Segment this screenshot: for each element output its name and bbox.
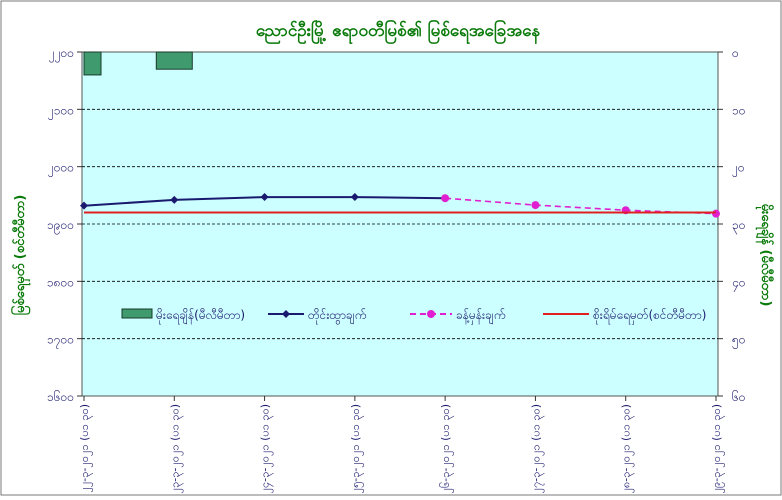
- rainfall-bars: [83, 51, 193, 76]
- data-point: [441, 194, 450, 203]
- x-tick-label: ၂၉-၃-၂၀၂၁ (ပ၁ ၃၀): [710, 404, 725, 493]
- x-tick-label: ၂၅-၃-၂၀၂၁ (ပ၁ ၃၀): [349, 404, 364, 493]
- data-point: [260, 193, 269, 202]
- data-point: [170, 195, 179, 204]
- x-tick-label: ၂၆-၃-၂၀၂၁ (ပ၁ ၃၀): [439, 404, 454, 493]
- left-axis-ticks: ၁၆၀၀ ၁၇၀၀ ၁၈၀၀ ၁၉၀၀ ၂၀၀၀ ၂၁၀၀ ၂၂၀၀: [47, 46, 82, 404]
- right-tick-label: ၀: [732, 46, 739, 60]
- left-tick-label: ၂၀၀၀: [48, 161, 74, 178]
- legend: မိုးရေချိန်(မီလီမီတာ) တိုင်းထွာချက် ခန့်မှ…: [121, 307, 706, 325]
- x-tick-label: ၂၇-၃-၂၀၂၁ (ပ၁ ၃၀): [529, 404, 544, 493]
- legend-label: တိုင်းထွာချက်: [308, 307, 366, 325]
- legend-marker: [282, 310, 290, 318]
- y-axis-label-left: မြစ်ရေမှတ် (စင်တီမီတာ): [10, 195, 31, 316]
- right-tick-label: ၁၀: [732, 103, 746, 117]
- chart-title: ညောင်ဦးမြို့ ဧရာဝတီမြစ်၏ မြစ်ရေအခြေအနေ: [256, 18, 540, 45]
- data-point: [712, 209, 720, 218]
- x-tick-label: ၂၃-၃-၂၀၂၁ (ပ၁ ၃၀): [168, 404, 183, 493]
- right-tick-label: ၃၀: [732, 218, 746, 235]
- legend-swatch: [121, 308, 153, 319]
- left-tick-label: ၁၆၀၀: [47, 389, 74, 404]
- x-tick-label: ၂၄-၃-၂၀၂၁ (ပ၁ ၃၀): [259, 404, 274, 493]
- rainfall-bar: [155, 51, 193, 70]
- left-tick-label: ၂၂၀၀: [49, 46, 74, 63]
- right-tick-label: ၂၀: [732, 161, 745, 178]
- left-tick-label: ၂၁၀၀: [48, 103, 74, 120]
- series-lines: [80, 193, 720, 218]
- data-point: [80, 201, 88, 210]
- legend-label: မိုးရေချိန်(မီလီမီတာ): [156, 307, 245, 325]
- x-tick-label: ၂၂-၃-၂၀၂၁ (ပ၁ ၃၀): [78, 404, 93, 493]
- legend-label: စိုးရိမ်ရေမှတ်(စင်တီမီတာ): [593, 307, 706, 325]
- left-tick-label: ၁၉၀၀: [47, 218, 74, 235]
- data-point: [531, 201, 540, 210]
- right-tick-label: ၆၀: [732, 389, 746, 404]
- data-point: [350, 193, 359, 202]
- left-tick-label: ၁၇၀၀: [47, 333, 74, 350]
- right-tick-label: ၅၀: [732, 333, 746, 350]
- rainfall-bar: [83, 51, 102, 76]
- x-axis-ticks: ၂၂-၃-၂၀၂၁ (ပ၁ ၃၀) ၂၃-၃-၂၀၂၁ (ပ၁ ၃၀) ၂၄-၃-၂…: [78, 396, 725, 493]
- right-tick-label: ၄၀: [732, 275, 746, 292]
- series-line: [445, 197, 717, 215]
- legend-marker: [427, 310, 435, 318]
- legend-label: ခန့်မှန်းချက်: [456, 307, 505, 325]
- x-tick-label: ၂၈-၃-၂၀၂၁ (ပ၁ ၃၀): [620, 404, 635, 493]
- left-tick-label: ၁၈၀၀: [47, 275, 74, 289]
- y-axis-label-right: မိုးရေချိန် (မီလီမီတာ): [755, 204, 775, 307]
- grid-lines: [82, 108, 718, 340]
